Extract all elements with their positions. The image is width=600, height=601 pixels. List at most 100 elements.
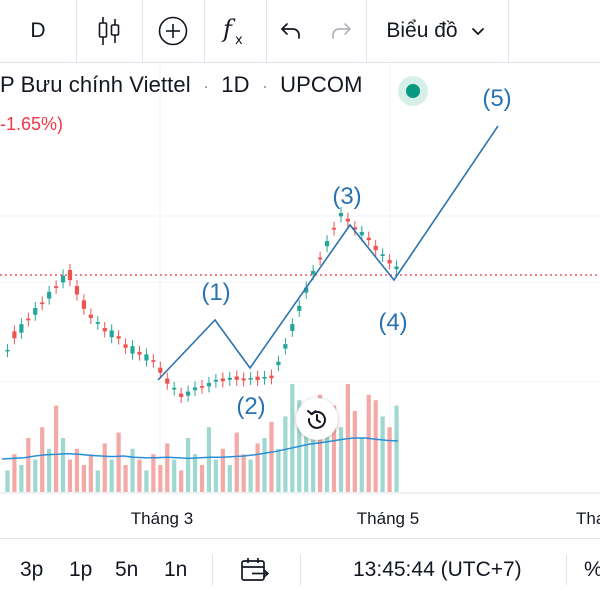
candle-body xyxy=(213,379,218,382)
market-status-indicator[interactable] xyxy=(398,76,428,106)
timezone-button[interactable]: 13:45:44 (UTC+7) xyxy=(353,558,522,581)
symbol-legend: P Bưu chính Viettel · 1D · UPCOM xyxy=(0,72,363,98)
volume-ma-line xyxy=(1,437,399,460)
volume-bar xyxy=(88,454,93,492)
candle-body xyxy=(47,291,52,299)
volume-bar xyxy=(290,384,295,492)
volume-bar xyxy=(234,432,239,492)
candle-body xyxy=(12,331,17,339)
symbol-name[interactable]: P Bưu chính Viettel xyxy=(0,72,191,97)
volume-bar xyxy=(227,465,232,492)
volume-bar xyxy=(338,427,344,492)
candle-body xyxy=(26,318,31,321)
range-button[interactable]: 1n xyxy=(164,558,188,581)
volume-bar xyxy=(47,448,52,492)
candle-body xyxy=(172,387,177,390)
reset-chart-button[interactable] xyxy=(296,398,338,440)
range-button[interactable]: 3p xyxy=(20,558,44,581)
go-to-date-button[interactable] xyxy=(240,539,270,601)
candle-body xyxy=(60,275,66,283)
candle-body xyxy=(19,324,24,333)
volume-bar xyxy=(60,438,66,492)
wave-label: (2) xyxy=(236,393,265,420)
candle-body xyxy=(102,327,107,332)
candle-body xyxy=(40,302,45,305)
candle-body xyxy=(324,241,330,247)
candle-body xyxy=(338,213,344,217)
candle-body xyxy=(67,270,73,281)
volume-bar xyxy=(95,470,100,492)
volume-bar xyxy=(19,465,24,492)
indicators-button[interactable]: f x xyxy=(204,0,267,62)
candle-body xyxy=(199,386,205,388)
candle-body xyxy=(276,361,281,366)
fx-indicators-icon: f x xyxy=(221,15,243,48)
toolbar-divider xyxy=(300,555,301,585)
volume-bar xyxy=(213,459,218,492)
chart-menu-dropdown[interactable]: Biểu đồ xyxy=(366,0,509,62)
candle-body xyxy=(186,391,191,396)
candle-body xyxy=(220,378,225,382)
candle-body xyxy=(352,227,357,230)
volume-bar xyxy=(387,427,392,492)
volume-bar xyxy=(283,416,288,492)
volume-bar xyxy=(248,459,253,492)
volume-bar xyxy=(144,470,149,492)
candle-body xyxy=(116,336,121,339)
undo-icon[interactable] xyxy=(278,18,304,44)
chart-style-button[interactable] xyxy=(76,0,143,62)
candle-body xyxy=(54,286,59,288)
candle-body xyxy=(109,330,114,338)
candle-body xyxy=(318,257,323,260)
volume-bar xyxy=(33,459,38,492)
candle-body xyxy=(366,237,371,241)
redo-icon[interactable] xyxy=(328,18,354,44)
wave-label: (5) xyxy=(482,85,511,112)
x-tick-label: Tháng 5 xyxy=(357,509,419,528)
undo-redo-group xyxy=(266,0,367,62)
candle-body xyxy=(158,367,163,373)
compare-add-button[interactable] xyxy=(142,0,205,62)
candle-body xyxy=(234,376,239,380)
wave-label: (4) xyxy=(378,309,407,336)
candle-body xyxy=(380,254,385,256)
wave-label: (1) xyxy=(201,279,230,306)
range-button[interactable]: 1p xyxy=(69,558,93,581)
volume-bar xyxy=(81,465,86,492)
volume-bar xyxy=(352,411,357,492)
svg-text:f: f xyxy=(221,15,236,43)
reset-icon xyxy=(307,410,326,429)
volume-bar xyxy=(26,438,31,492)
legend-separator: · xyxy=(202,76,210,96)
toolbar-divider xyxy=(212,555,213,585)
candle-body xyxy=(81,300,86,309)
elliott-wave-line[interactable] xyxy=(157,125,499,381)
candlestick-icon xyxy=(98,17,120,45)
candle-body xyxy=(33,307,38,315)
candle-body xyxy=(262,376,267,379)
volume-bar xyxy=(151,454,156,492)
candle-body xyxy=(137,351,142,355)
volume-bar xyxy=(123,465,128,492)
volume-bar xyxy=(311,438,316,492)
calendar-goto-icon xyxy=(241,558,269,581)
candle-body xyxy=(290,324,295,331)
candle-body xyxy=(387,260,392,264)
volume-bar xyxy=(366,394,371,492)
volume-bar xyxy=(241,454,246,492)
candle-body xyxy=(359,231,364,236)
candle-body xyxy=(241,378,246,381)
price-chart[interactable]: (1) (2) (3) (4) (5) Tháng 3 Tháng 5 Tha xyxy=(0,62,600,538)
top-toolbar: D f x Biểu đồ xyxy=(0,0,600,63)
interval-button[interactable]: D xyxy=(0,0,77,62)
candle-body xyxy=(248,378,253,380)
volume-bar xyxy=(12,454,17,492)
x-tick-label: Tháng 3 xyxy=(131,509,193,528)
volume-bar xyxy=(192,454,198,492)
candle-body xyxy=(123,344,128,348)
svg-text:x: x xyxy=(235,33,243,48)
volume-bar xyxy=(172,459,177,492)
volume-bar xyxy=(276,448,281,492)
range-button[interactable]: 5n xyxy=(115,558,139,581)
percent-scale-button[interactable]: % xyxy=(584,539,600,601)
